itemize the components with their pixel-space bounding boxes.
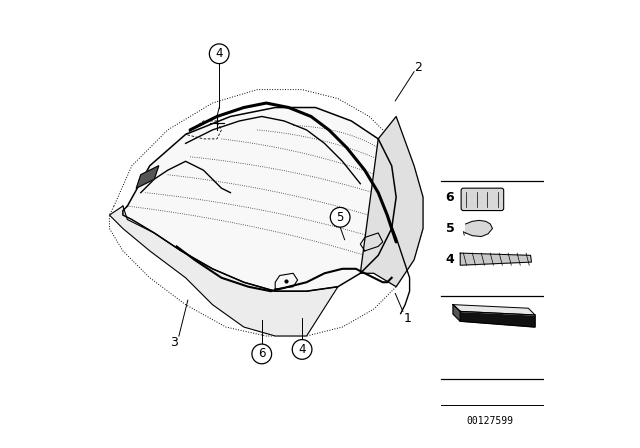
Text: 4: 4 — [445, 253, 454, 267]
Circle shape — [209, 44, 229, 64]
Polygon shape — [466, 220, 493, 237]
Polygon shape — [360, 116, 423, 287]
Text: 5: 5 — [337, 211, 344, 224]
Polygon shape — [109, 206, 338, 336]
Polygon shape — [453, 305, 535, 315]
Circle shape — [330, 207, 350, 227]
Text: 1: 1 — [403, 311, 412, 325]
Text: 4: 4 — [298, 343, 306, 356]
Polygon shape — [460, 311, 535, 327]
Text: 6: 6 — [258, 347, 266, 361]
Text: 2: 2 — [415, 60, 422, 74]
Text: 3: 3 — [170, 336, 179, 349]
Polygon shape — [460, 253, 531, 265]
FancyBboxPatch shape — [461, 188, 504, 211]
Polygon shape — [123, 108, 396, 291]
Text: 6: 6 — [445, 190, 454, 204]
Circle shape — [292, 340, 312, 359]
Text: 4: 4 — [216, 47, 223, 60]
Text: 00127599: 00127599 — [467, 416, 514, 426]
Polygon shape — [136, 166, 159, 188]
Polygon shape — [453, 305, 460, 321]
Text: 5: 5 — [445, 222, 454, 235]
Circle shape — [252, 344, 271, 364]
